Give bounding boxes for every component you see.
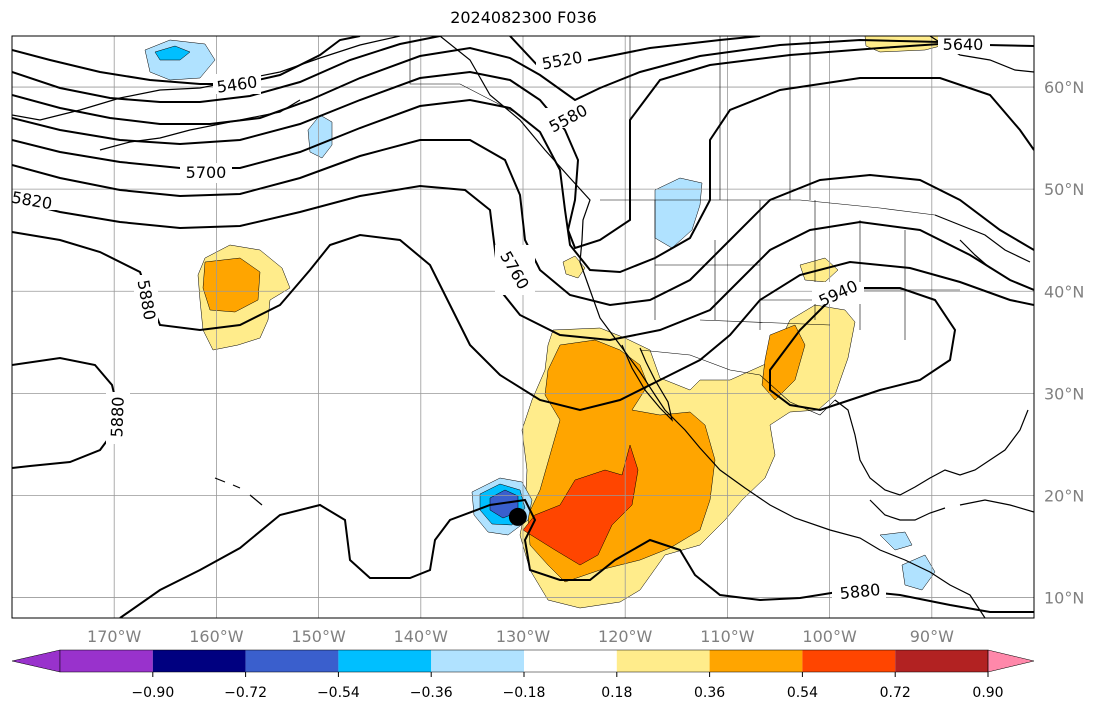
colorbar-tick-label: −0.72	[224, 685, 267, 701]
contour-5580	[12, 38, 941, 125]
latitude-tick-label: 10°N	[1044, 589, 1084, 608]
latitude-tick-label: 30°N	[1044, 384, 1084, 403]
longitude-labels: 170°W 160°W 150°W 140°W 130°W 120°W 110°W 100°W…	[87, 627, 954, 646]
contour-label: 5640	[943, 35, 984, 54]
contour-label-bg	[180, 163, 232, 183]
map-content: 5460 5520 5580 5640 5700 5760 5820 5880 …	[12, 35, 1034, 618]
anomaly-negative-0-36-alaska	[154, 45, 191, 61]
anomaly-positive-0-36-texas	[761, 324, 806, 401]
map-frame	[11, 35, 1035, 619]
contour-5700	[12, 77, 1034, 274]
contour-label-bg	[544, 108, 594, 128]
colorbar-boxes	[11, 649, 1035, 673]
longitude-tick-label: 130°W	[496, 627, 551, 646]
anomaly-positive-0-36-pacific	[202, 257, 261, 313]
longitude-tick-label: 160°W	[189, 627, 244, 646]
contour-label-bg	[12, 190, 60, 210]
colorbar-tick-label: 0.54	[787, 685, 818, 701]
contour-5880-pacific-north	[12, 231, 1034, 412]
longitude-tick-label: 150°W	[291, 627, 346, 646]
longitude-tick-label: 100°W	[802, 627, 857, 646]
latitude-tick-label: 60°N	[1044, 78, 1084, 97]
longitude-tick-label: 140°W	[394, 627, 449, 646]
border-canadian-provinces	[629, 36, 811, 200]
contour-label-bg	[938, 36, 990, 54]
contour-5760	[12, 139, 1034, 307]
contour-5880-south	[119, 498, 1034, 618]
contour-label-bg	[536, 50, 588, 70]
latitude-labels: 10°N 20°N 30°N 40°N 50°N 60°N	[1044, 78, 1084, 608]
contour-5640	[12, 42, 1034, 250]
latitude-tick-label: 20°N	[1044, 486, 1084, 505]
border-state-lines	[654, 200, 960, 340]
contour-labels: 5460 5520 5580 5640 5700 5760 5820 5880 …	[12, 35, 990, 603]
colorbar-tick-label: −0.54	[317, 685, 360, 701]
political-borders	[409, 36, 960, 416]
longitude-tick-label: 120°W	[598, 627, 653, 646]
colorbar-tick-label: −0.36	[410, 685, 453, 701]
coastline-baja	[621, 344, 674, 422]
colorbar-box	[709, 650, 803, 672]
latitude-tick-label: 50°N	[1044, 180, 1084, 199]
longitude-tick-label: 110°W	[700, 627, 755, 646]
contour-5520	[12, 36, 761, 103]
border-us-canada	[600, 199, 936, 216]
contour-label-bg	[495, 245, 535, 295]
contour-label: 5880	[839, 580, 881, 603]
longitude-tick-label: 170°W	[87, 627, 142, 646]
contour-label-bg	[213, 74, 261, 94]
anomaly-negative-0-18-guatemala	[879, 531, 913, 551]
contour-label-bg	[832, 580, 886, 600]
colorbar-box	[245, 650, 339, 672]
contour-label-bg	[812, 282, 864, 304]
contour-label-bg	[106, 392, 130, 444]
colorbar-tick-label: 0.90	[972, 685, 1003, 701]
colorbar-ticks: −0.90 −0.72 −0.54 −0.36 −0.18 0.18 0.36 0.54 0.7…	[131, 672, 1004, 701]
contour-label-bg	[134, 275, 158, 327]
colorbar-box	[524, 650, 617, 672]
coastline-alaska	[12, 36, 401, 121]
contour-label: 5880	[107, 396, 127, 437]
colorbar-extend-max	[987, 649, 1035, 673]
anomaly-shading	[144, 36, 949, 609]
coastline-north-america	[439, 36, 986, 618]
coastline-hawaii	[214, 477, 263, 506]
map-title: 2024082300 F036	[450, 8, 597, 27]
colorbar-box	[338, 650, 432, 672]
colorbar: −0.90 −0.72 −0.54 −0.36 −0.18 0.18 0.36 0.54 0.7…	[11, 649, 1035, 701]
colorbar-box	[802, 650, 896, 672]
colorbar-box	[60, 650, 153, 672]
colorbar-tick-label: −0.90	[131, 685, 174, 701]
colorbar-tick-label: −0.18	[503, 685, 546, 701]
anomaly-negative-0-18-central-america	[901, 554, 936, 591]
coastline-gulf-of-mexico	[834, 399, 1029, 496]
colorbar-extend-min	[11, 649, 61, 673]
anomaly-negative-0-18-cascades	[654, 177, 703, 249]
colorbar-box	[616, 650, 710, 672]
border-us-mexico	[639, 349, 836, 416]
colorbar-box	[152, 650, 246, 672]
colorbar-tick-label: 0.36	[694, 685, 725, 701]
longitude-tick-label: 90°W	[910, 627, 954, 646]
contour-5820	[12, 184, 1034, 342]
latitude-tick-label: 40°N	[1044, 282, 1084, 301]
contour-label: 5700	[186, 163, 227, 182]
colorbar-box	[431, 650, 524, 672]
coastline-yucatan	[869, 499, 946, 521]
colorbar-tick-label: 0.72	[880, 685, 911, 701]
colorbar-tick-label: 0.18	[601, 685, 632, 701]
colorbar-box	[895, 650, 988, 672]
coastline-cuba	[959, 499, 1034, 513]
storm-center-marker	[508, 507, 527, 526]
